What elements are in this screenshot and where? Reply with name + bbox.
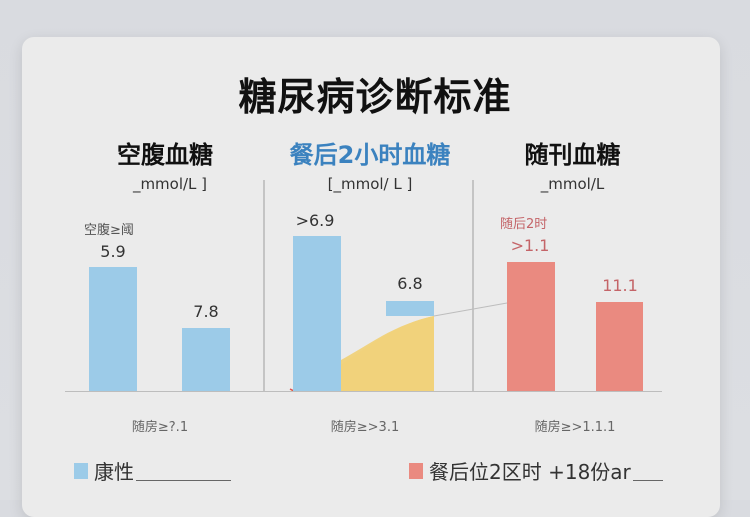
- value-label: >6.9: [295, 211, 335, 230]
- value-label: 6.8: [397, 274, 423, 293]
- legend-label: 餐后位2区时 +18份ar: [429, 460, 631, 484]
- legend-label: 康性: [94, 460, 134, 484]
- chart-title: 糖尿病诊断标准: [238, 75, 512, 119]
- x-axis-baseline: [65, 391, 662, 392]
- panel-title-fasting: 空腹血糖: [117, 141, 213, 169]
- bar-postprandial-2: [386, 301, 434, 316]
- bar-postprandial-1: [293, 236, 341, 391]
- unit-postprandial: [_mmol/ L ]: [327, 175, 413, 193]
- value-label: 7.8: [193, 302, 219, 321]
- bar-fasting-1: [89, 267, 137, 391]
- criterion-label-fasting: 随房≥?.1: [131, 420, 189, 435]
- bar-random-2: [596, 302, 643, 391]
- legend-underline: [632, 480, 663, 481]
- annotation-fasting: 空腹≥阈: [84, 223, 134, 238]
- value-label: 5.9: [100, 242, 126, 261]
- panel-title-random: 随刊血糖: [524, 141, 621, 169]
- area-overlay-front: [341, 316, 434, 391]
- bar-fasting-2: [182, 328, 230, 391]
- criterion-label-random: 随房≥>1.1.1: [534, 420, 616, 435]
- legend-swatch-red: [409, 462, 423, 479]
- legend-item-normal: 康性: [74, 456, 231, 485]
- legend-swatch-blue: [74, 462, 88, 479]
- panel-divider: [472, 180, 474, 392]
- unit-random: _mmol/L: [540, 175, 605, 193]
- value-label: 11.1: [602, 276, 638, 295]
- annotation-random: 随后2时: [500, 217, 548, 232]
- unit-fasting: _mmol/L ]: [132, 175, 208, 193]
- value-label: >1.1: [510, 236, 550, 255]
- panel-divider: [263, 180, 265, 392]
- legend-underline: [136, 480, 231, 481]
- criterion-label-postprandial: 随房≥>3.1: [330, 420, 400, 435]
- bar-random-1: [507, 262, 555, 391]
- panel-title-postprandial: 餐后2小时血糖: [289, 141, 451, 169]
- chart-card: [22, 37, 720, 517]
- legend-item-postprandial: 餐后位2区时 +18份ar: [409, 456, 663, 485]
